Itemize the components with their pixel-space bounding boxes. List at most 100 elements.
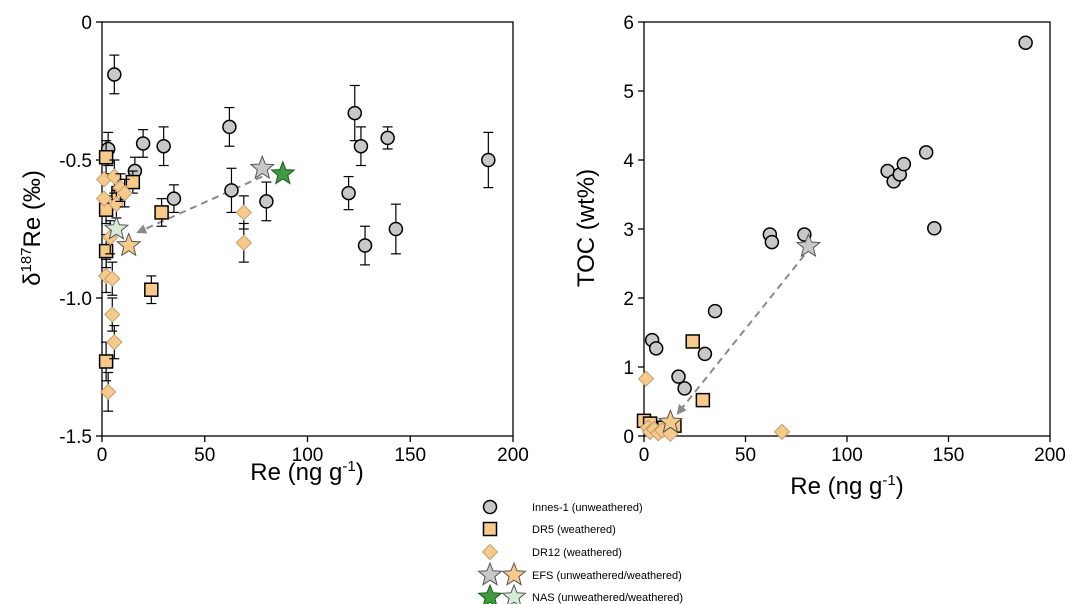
legend-item-dr12: DR12 (weathered)	[481, 543, 622, 561]
dr5-point	[695, 392, 711, 408]
nas_u-legend-marker	[477, 583, 503, 604]
left-y-axis-title: δ187Re (‰)	[18, 170, 46, 286]
y-tick-label: 5	[623, 82, 634, 103]
innes-point	[677, 381, 692, 396]
y-tick-label: -0.5	[59, 151, 92, 172]
x-tick-label: 0	[639, 445, 650, 466]
left-axes: 0 50 100 150 200 0 -0.5 -1.0 -1.5	[59, 13, 529, 466]
right-panel: 0 50 100 150 200 0 1 2 3 4 5 6 Re (ng g-1) TOC (wt%…	[573, 13, 1066, 500]
dr5-point	[154, 205, 169, 220]
innes-point	[353, 138, 369, 154]
efs_w-point	[657, 408, 684, 434]
innes-point	[918, 145, 934, 160]
y-tick-label: -1.0	[59, 289, 92, 310]
nas_u-point	[270, 160, 296, 185]
plot-frame	[101, 21, 514, 437]
x-tick-label: 100	[831, 445, 863, 466]
efs_u-legend-marker	[477, 561, 503, 586]
x-tick-label: 50	[735, 445, 756, 466]
legend-item-innes: Innes-1 (unweathered)	[482, 499, 643, 515]
dr5-legend-marker	[482, 521, 498, 537]
legend-label: DR12 (weathered)	[532, 547, 622, 559]
legend-item-nas: NAS (unweathered/weathered)	[477, 583, 683, 604]
legend-label: DR5 (weathered)	[532, 524, 616, 536]
dr12-point	[116, 184, 133, 202]
innes-point	[671, 369, 686, 384]
dr5-point	[144, 282, 159, 297]
y-tick-label: 1	[623, 358, 634, 379]
innes-point	[1018, 35, 1033, 50]
y-tick-label: 0	[623, 427, 634, 448]
dr5-point	[98, 354, 114, 369]
legend-item-dr5: DR5 (weathered)	[482, 521, 616, 537]
y-tick-label: 2	[623, 289, 634, 310]
weathering-arrow	[676, 254, 806, 415]
innes-point	[380, 130, 395, 146]
innes-point	[707, 303, 723, 319]
y-tick-label: 4	[623, 151, 634, 172]
efs_w-point	[115, 232, 142, 257]
x-tick-label: 0	[97, 445, 108, 466]
x-tick-label: 50	[194, 445, 215, 466]
innes-point	[222, 119, 237, 135]
innes-point	[927, 221, 942, 236]
innes-point	[224, 183, 239, 198]
weathering-arrow	[136, 175, 263, 234]
innes-point	[388, 221, 404, 237]
y-tick-label: -1.5	[59, 427, 92, 448]
innes-point	[341, 185, 356, 201]
dr12-point	[99, 383, 117, 401]
innes-point	[347, 105, 363, 121]
dr12-point	[95, 190, 113, 207]
left-data-points	[95, 54, 496, 412]
x-tick-label: 150	[394, 445, 426, 466]
x-tick-label: 150	[933, 445, 965, 466]
innes-point	[166, 191, 182, 206]
left-x-axis-title: Re (ng g-1)	[250, 458, 363, 486]
innes-point	[697, 346, 713, 362]
dr12-point	[773, 423, 791, 441]
legend-item-efs: EFS (unweathered/weathered)	[477, 561, 682, 586]
y-tick-label: 3	[623, 220, 634, 241]
efs_u-point	[795, 232, 822, 258]
legend-label: Innes-1 (unweathered)	[532, 502, 643, 514]
legend-label: EFS (unweathered/weathered)	[532, 570, 682, 582]
innes-point	[259, 194, 274, 209]
innes-point	[357, 238, 373, 253]
dr12-point	[104, 306, 121, 323]
x-tick-label: 200	[497, 445, 529, 466]
dr5-point	[685, 334, 700, 349]
innes-point	[135, 136, 151, 151]
right-axes: 0 50 100 150 200 0 1 2 3 4 5 6	[623, 13, 1065, 466]
left-panel: 0 50 100 150 200 0 -0.5 -1.0 -1.5 Re (ng g-1) δ1…	[18, 13, 529, 486]
plot-frame	[643, 21, 1051, 437]
right-y-axis-title: TOC (wt%)	[573, 169, 600, 287]
y-tick-label: 6	[623, 13, 634, 34]
right-data-points	[636, 35, 1033, 443]
dr12-legend-marker	[481, 543, 499, 561]
innes-legend-marker	[482, 499, 498, 515]
dr12-point	[637, 370, 655, 387]
efs_w-legend-marker	[501, 561, 527, 586]
dr12-point	[235, 204, 253, 221]
dr12-point	[235, 234, 253, 252]
x-tick-label: 100	[292, 445, 324, 466]
innes-point	[156, 138, 171, 154]
x-tick-label: 200	[1034, 445, 1066, 466]
innes-point	[896, 156, 912, 172]
nas_w-point	[103, 215, 130, 240]
innes-point	[107, 67, 122, 82]
innes-point	[764, 234, 780, 250]
nas_w-legend-marker	[501, 583, 527, 604]
dr12-point	[104, 270, 121, 287]
legend: Innes-1 (unweathered) DR5 (weathered) DR12…	[477, 499, 683, 604]
dr5-point	[98, 149, 114, 165]
y-tick-label: 0	[81, 13, 92, 34]
innes-point	[481, 152, 496, 168]
legend-label: NAS (unweathered/weathered)	[532, 592, 683, 604]
dr12-point	[106, 333, 123, 351]
right-x-axis-title: Re (ng g-1)	[790, 472, 903, 500]
dr5-point	[125, 174, 141, 190]
efs_u-point	[249, 154, 276, 180]
